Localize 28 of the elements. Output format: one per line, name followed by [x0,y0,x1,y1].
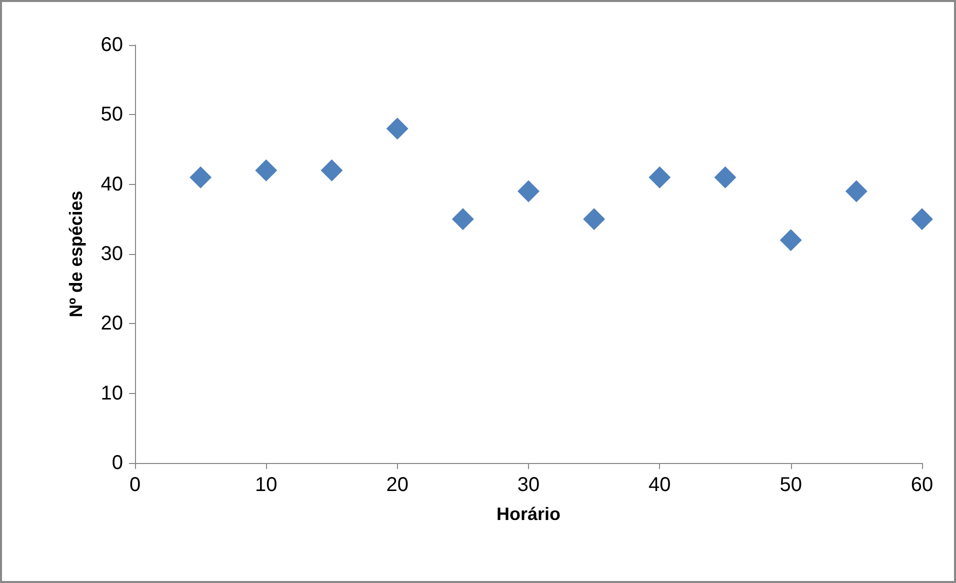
y-tick-label: 20 [100,312,123,335]
point [648,166,671,188]
y-tick-label: 60 [100,34,123,56]
point [780,229,802,252]
point [518,180,540,202]
point [714,166,736,188]
y-tick-label: 10 [100,382,123,404]
y-tick-label: 30 [100,243,123,265]
y-axis-title: Nº de espécies [66,190,86,318]
y-tick-label: 0 [112,452,123,474]
point [320,159,343,182]
x-tick-label: 60 [910,474,934,496]
y-tick-label: 40 [100,173,123,196]
point [452,208,474,230]
point [386,118,408,140]
x-tick-label: 10 [255,474,278,496]
point [911,208,933,230]
y-tick-label: 50 [100,104,123,126]
point [255,159,278,182]
x-tick-label: 0 [129,474,141,496]
x-tick-label: 50 [780,474,802,496]
point [583,208,606,230]
x-axis-title: Horário [496,504,561,524]
point [845,180,868,202]
x-tick-label: 20 [386,474,408,496]
x-tick-label: 40 [648,474,671,496]
x-tick-label: 30 [517,474,540,496]
point [190,166,212,188]
